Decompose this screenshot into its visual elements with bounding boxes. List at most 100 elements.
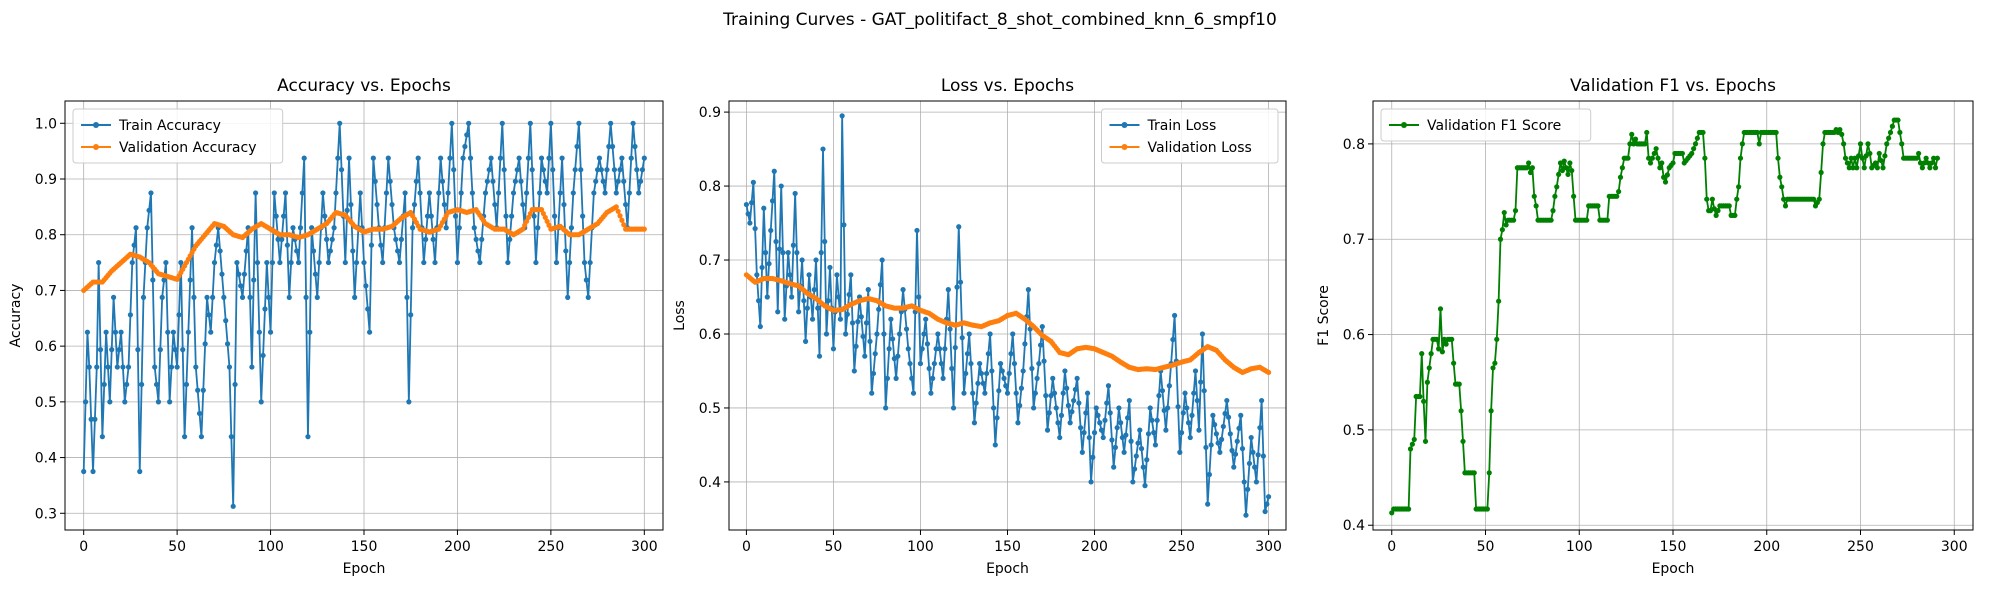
data-point (1043, 393, 1049, 399)
data-point (992, 442, 998, 448)
data-point (402, 190, 408, 196)
data-point (963, 370, 969, 377)
data-point (1039, 323, 1045, 330)
data-point (221, 294, 227, 300)
y-axis-label: F1 Score (1316, 285, 1332, 346)
data-point (1754, 129, 1760, 136)
data-point (408, 312, 414, 318)
data-point (910, 390, 917, 396)
chart-title: Accuracy vs. Epochs (277, 76, 451, 96)
data-point (520, 201, 526, 208)
data-point (806, 272, 812, 278)
data-point (639, 167, 646, 173)
data-point (1484, 506, 1490, 512)
data-point (1417, 393, 1423, 400)
data-point (1196, 427, 1202, 433)
data-point (1844, 160, 1850, 166)
data-point (1203, 444, 1209, 451)
data-point (1135, 440, 1141, 446)
data-point (527, 120, 533, 126)
data-point (971, 420, 978, 426)
data-point (587, 259, 593, 266)
data-point (314, 294, 320, 300)
data-point (1225, 414, 1232, 420)
data-point (1884, 141, 1890, 147)
data-point (269, 259, 276, 266)
data-point (1777, 174, 1783, 180)
data-point (1104, 400, 1110, 406)
data-point (307, 329, 313, 335)
data-point (284, 242, 290, 248)
data-point (217, 248, 223, 254)
data-point (396, 259, 403, 266)
data-point (363, 283, 369, 289)
data-point (869, 390, 875, 396)
data-point (112, 329, 119, 335)
data-point (1128, 438, 1134, 444)
data-point (964, 351, 971, 357)
legend-marker (93, 144, 99, 150)
data-point (1419, 351, 1425, 357)
data-point (623, 201, 629, 208)
data-point (193, 364, 199, 370)
data-point (133, 225, 139, 231)
data-point (196, 410, 203, 417)
y-tick-label: 0.5 (1343, 423, 1365, 439)
data-point (168, 364, 175, 370)
data-point (443, 225, 449, 231)
data-point (1051, 390, 1058, 396)
data-point (413, 178, 419, 184)
data-point (473, 236, 479, 242)
data-point (600, 178, 606, 184)
data-point (1130, 479, 1136, 485)
data-point (982, 390, 988, 396)
data-point (1426, 365, 1432, 371)
x-tick-label: 250 (538, 539, 565, 555)
data-point (870, 370, 877, 377)
data-point (357, 190, 363, 196)
data-point (105, 364, 111, 370)
data-point (327, 248, 333, 254)
data-point (1779, 184, 1785, 190)
data-point (745, 211, 751, 217)
data-point (787, 272, 793, 278)
data-point (867, 338, 873, 344)
data-point (258, 399, 264, 405)
legend: Train Accuracy Validation Accuracy (72, 108, 284, 164)
data-point (1093, 405, 1099, 411)
data-point (1882, 153, 1888, 159)
data-point (178, 259, 184, 266)
data-point (1123, 432, 1129, 438)
data-point (303, 294, 309, 300)
data-point (1499, 227, 1505, 233)
data-point (1694, 135, 1700, 141)
data-point (1147, 405, 1153, 411)
data-point (1571, 193, 1577, 199)
data-point (462, 143, 468, 150)
data-point (996, 388, 1002, 394)
data-point (935, 331, 941, 337)
data-point (234, 259, 240, 266)
data-point (919, 346, 925, 352)
data-point (879, 257, 885, 263)
x-axis-label: Epoch (343, 561, 386, 577)
data-point (743, 201, 750, 208)
data-point (279, 236, 285, 242)
data-point (1449, 336, 1455, 342)
x-tick-label: 250 (1847, 539, 1874, 555)
data-point (449, 120, 455, 126)
data-point (1152, 442, 1159, 448)
data-point (839, 113, 845, 119)
data-point (236, 271, 242, 277)
data-point (1010, 331, 1016, 337)
data-point (1670, 160, 1676, 166)
data-point (116, 347, 122, 353)
data-point (903, 326, 910, 332)
data-point (916, 294, 922, 300)
x-tick-label: 200 (444, 539, 471, 555)
y-tick-label: 0.8 (35, 228, 57, 244)
data-point (1126, 397, 1132, 404)
data-point (884, 375, 891, 381)
x-tick-label: 300 (631, 539, 658, 555)
data-point (157, 347, 163, 353)
